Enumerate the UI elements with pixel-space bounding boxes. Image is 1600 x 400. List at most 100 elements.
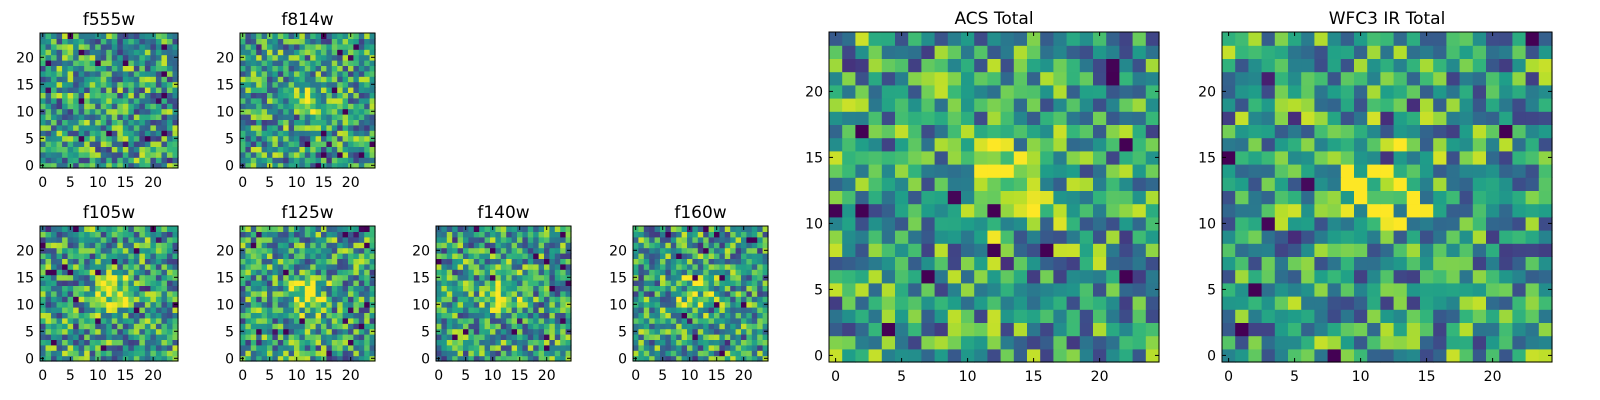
heatmap-cell — [128, 242, 135, 249]
heatmap-cell — [95, 328, 102, 335]
heatmap-cell — [484, 231, 491, 238]
heatmap-cell — [100, 274, 107, 281]
heatmap-cell — [638, 258, 645, 265]
heatmap-cell — [117, 103, 124, 110]
heatmap-cell — [299, 290, 306, 297]
heatmap-cell — [934, 256, 949, 271]
heatmap-cell — [166, 54, 174, 61]
heatmap-cell — [961, 45, 975, 59]
heatmap-cell — [100, 344, 107, 351]
heatmap-cell — [947, 32, 962, 46]
heatmap-cell — [272, 263, 279, 270]
heatmap-cell — [1145, 296, 1160, 310]
heatmap-cell — [1027, 71, 1041, 86]
heatmap-cell — [45, 151, 52, 158]
heatmap-cell — [304, 231, 311, 238]
heatmap-cell — [638, 269, 645, 276]
heatmap-cell — [479, 263, 486, 270]
heatmap-cell — [868, 230, 883, 244]
heatmap-cell — [250, 242, 257, 249]
heatmap-cell — [117, 70, 124, 77]
heatmap-cell — [51, 130, 58, 137]
heatmap-cell — [741, 263, 747, 270]
heatmap-cell — [554, 312, 561, 319]
heatmap-cell — [1446, 216, 1461, 231]
heatmap-cell — [67, 231, 74, 238]
heatmap-cell — [100, 253, 107, 259]
heatmap-cell — [288, 76, 295, 83]
heatmap-cell — [62, 43, 69, 50]
heatmap-cell — [1132, 84, 1147, 99]
heatmap-cell — [565, 334, 572, 340]
heatmap-cell — [166, 231, 174, 238]
heatmap-cell — [315, 43, 322, 50]
x-tick-label: 10 — [484, 368, 502, 384]
heatmap-cell — [128, 87, 135, 93]
heatmap-cell — [1000, 203, 1015, 218]
heatmap-cell — [250, 146, 257, 153]
heatmap-cell — [353, 258, 360, 265]
heatmap-cell — [62, 328, 69, 335]
heatmap-cell — [117, 87, 124, 93]
heatmap-cell — [326, 141, 333, 147]
heatmap-cell — [155, 242, 163, 249]
heatmap-cell — [1235, 190, 1249, 205]
heatmap-cell — [735, 263, 742, 270]
heatmap-cell — [139, 307, 146, 313]
heatmap-cell — [490, 312, 496, 319]
heatmap-cell — [495, 263, 502, 270]
heatmap-cell — [506, 339, 513, 346]
heatmap-cell — [272, 301, 279, 308]
heatmap-cell — [62, 253, 69, 259]
heatmap-cell — [527, 285, 534, 292]
heatmap-cell — [45, 130, 52, 137]
heatmap-cell — [560, 290, 567, 297]
heatmap-cell — [40, 350, 47, 357]
heatmap-cell — [730, 307, 737, 313]
heatmap-cell — [719, 280, 726, 286]
heatmap-cell — [288, 231, 295, 238]
heatmap-cell — [172, 236, 179, 243]
heatmap-cell — [665, 242, 672, 249]
heatmap-cell — [144, 263, 151, 270]
x-tick-label: 20 — [144, 368, 162, 384]
heatmap-cells — [240, 226, 376, 362]
heatmap-cell — [321, 323, 327, 330]
heatmap-cell — [250, 334, 257, 340]
heatmap-cell — [172, 296, 179, 303]
heatmap-cell — [256, 135, 263, 142]
heatmap-cell — [987, 150, 1002, 165]
heatmap-cell — [855, 124, 870, 139]
heatmap-cell — [1066, 71, 1081, 86]
heatmap-cell — [40, 103, 47, 110]
heatmap-cell — [100, 124, 107, 131]
heatmap-cell — [128, 54, 135, 61]
heatmap-cell — [299, 350, 306, 357]
heatmap-cell — [95, 135, 102, 142]
heatmap-cell — [256, 130, 263, 137]
heatmap-cell — [117, 151, 124, 158]
heatmap-cell — [51, 119, 58, 126]
heatmap-cell — [1222, 309, 1236, 323]
heatmap-cell — [78, 43, 85, 50]
heatmap-cell — [45, 301, 52, 308]
heatmap-cell — [446, 296, 453, 303]
heatmap-cell — [294, 151, 300, 158]
y-tick-label: 5 — [25, 131, 34, 147]
heatmap-cell — [961, 322, 975, 337]
heatmap-cell — [1499, 269, 1513, 284]
heatmap-cell — [144, 124, 151, 131]
heatmap-cell — [714, 280, 720, 286]
heatmap-cell — [842, 98, 856, 112]
heatmap-cell — [665, 258, 672, 265]
heatmap-cell — [436, 285, 442, 292]
heatmap-cell — [277, 103, 284, 110]
heatmap-cell — [1079, 216, 1094, 231]
heatmap-cell — [1132, 150, 1147, 165]
heatmap-cell — [95, 231, 102, 238]
heatmap-cell — [649, 274, 656, 281]
x-tick-label: 15 — [511, 368, 529, 384]
heatmap-cell — [40, 87, 47, 93]
heatmap-cell — [369, 43, 376, 50]
heatmap-cell — [1119, 190, 1134, 205]
